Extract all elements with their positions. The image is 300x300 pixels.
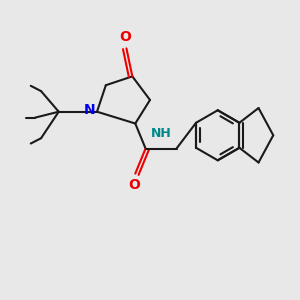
Text: O: O (119, 30, 131, 44)
Text: O: O (128, 178, 140, 192)
Text: NH: NH (151, 127, 171, 140)
Text: N: N (84, 103, 95, 117)
